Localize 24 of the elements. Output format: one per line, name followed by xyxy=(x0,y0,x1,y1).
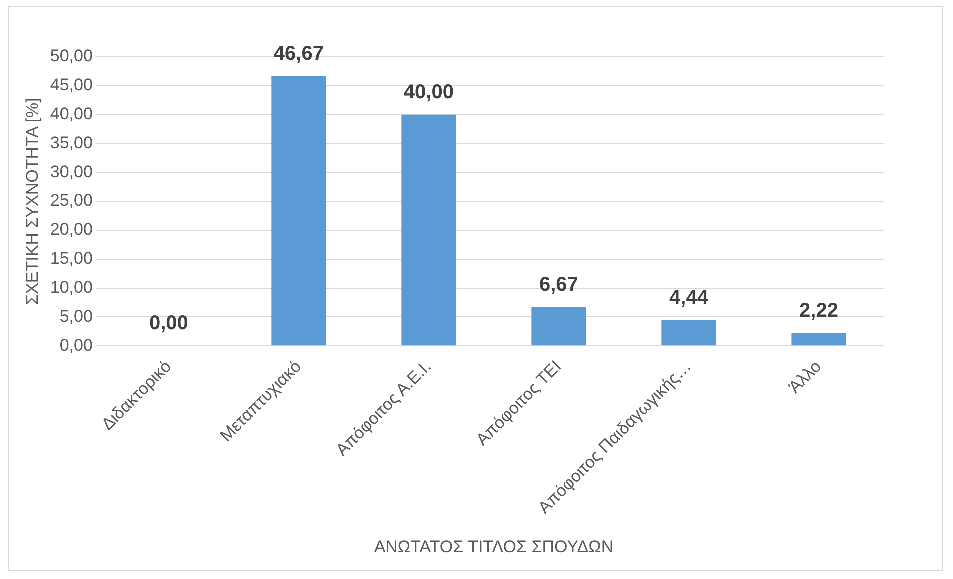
x-axis-title: ΑΝΩΤΑΤΟΣ ΤΙΤΛΟΣ ΣΠΟΥΔΩΝ xyxy=(374,537,614,556)
data-label: 0,00 xyxy=(149,312,188,335)
y-tick-label: 5,00 xyxy=(60,306,93,326)
data-label: 2,22 xyxy=(800,300,838,322)
bar xyxy=(792,333,846,346)
data-label: 4,44 xyxy=(670,286,710,309)
y-tick-label: 0,00 xyxy=(60,336,93,355)
y-tick-label: 15,00 xyxy=(50,249,93,268)
y-axis-title: ΣΧΕΤΙΚΗ ΣΥΧΝΟΤΗΤΑ [%] xyxy=(22,98,42,305)
y-tick-label: 30,00 xyxy=(50,162,93,182)
y-tick-label: 40,00 xyxy=(50,104,93,124)
bar xyxy=(272,76,326,346)
y-tick-label: 50,00 xyxy=(50,46,93,66)
y-tick-label: 35,00 xyxy=(50,133,93,152)
y-tick-label: 45,00 xyxy=(50,76,93,95)
bar xyxy=(662,320,716,346)
data-label: 6,67 xyxy=(540,274,578,296)
bar xyxy=(532,308,586,346)
data-label: 46,67 xyxy=(274,42,324,65)
y-tick-label: 20,00 xyxy=(50,220,93,240)
y-tick-label: 25,00 xyxy=(50,191,93,210)
y-tick-label: 10,00 xyxy=(50,278,93,297)
data-label: 40,00 xyxy=(404,81,454,104)
bar xyxy=(402,114,456,346)
